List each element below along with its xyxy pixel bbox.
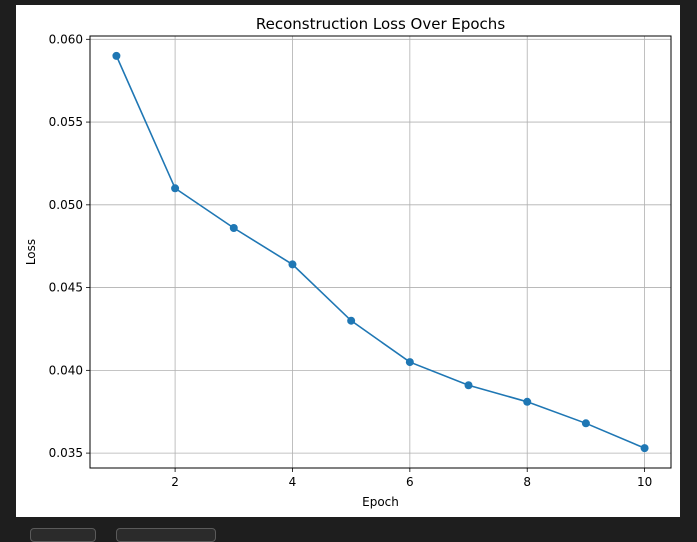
data-point: [112, 51, 121, 60]
y-axis-label: Loss: [24, 239, 38, 265]
plot-area-frame: [89, 35, 672, 469]
data-point: [523, 397, 532, 406]
output-toolbar: [0, 522, 697, 542]
data-point: [171, 184, 180, 193]
x-tick-label: 4: [289, 475, 297, 489]
x-axis-label: Epoch: [362, 495, 399, 509]
y-tick-label: 0.050: [49, 198, 83, 212]
x-axis-ticks: 2 4 6 8 10: [171, 468, 652, 489]
toolbar-button-2[interactable]: [116, 528, 216, 542]
y-tick-label: 0.045: [49, 281, 83, 295]
data-point: [229, 224, 238, 232]
series-layer: [112, 51, 649, 453]
grid-lines: [90, 36, 671, 468]
x-tick-label: 2: [171, 475, 179, 489]
x-tick-label: 8: [523, 475, 531, 489]
y-tick-label: 0.035: [49, 446, 83, 460]
line-chart: 2 4 6 8 10 0.035 0.040 0.045 0.050 0.055 0.060 Re…: [24, 15, 672, 509]
toolbar-button-1[interactable]: [30, 528, 96, 542]
y-axis-ticks: 0.035 0.040 0.045 0.050 0.055 0.060: [49, 32, 90, 460]
y-tick-label: 0.040: [49, 363, 83, 377]
chart-figure: 2 4 6 8 10 0.035 0.040 0.045 0.050 0.055 0.060 Re…: [16, 5, 680, 517]
x-tick-label: 10: [637, 475, 652, 489]
y-tick-label: 0.060: [49, 32, 83, 46]
data-point: [288, 260, 297, 269]
data-point: [347, 316, 356, 325]
y-tick-label: 0.055: [49, 115, 83, 129]
data-point: [640, 444, 649, 453]
chart-title: Reconstruction Loss Over Epochs: [256, 15, 505, 33]
data-point: [405, 358, 414, 367]
series-line: [115, 55, 645, 449]
data-point: [464, 381, 473, 390]
data-point: [581, 419, 590, 428]
x-tick-label: 6: [406, 475, 414, 489]
